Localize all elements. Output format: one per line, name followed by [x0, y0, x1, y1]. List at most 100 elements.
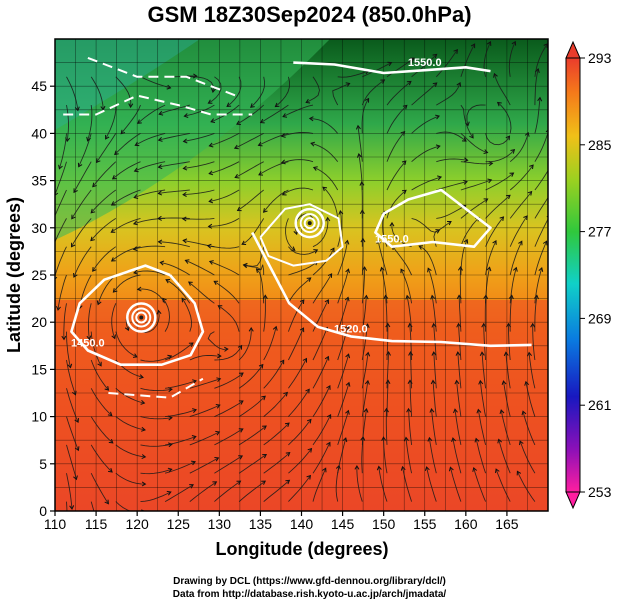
cyclone-ring — [294, 207, 325, 239]
streamline — [214, 372, 244, 389]
streamline — [158, 241, 190, 248]
streamline — [263, 479, 290, 502]
streamline — [337, 269, 349, 304]
streamline — [140, 468, 172, 475]
streamline — [105, 105, 117, 140]
wind-arrow — [493, 72, 498, 78]
streamline — [534, 68, 539, 106]
wind-arrow — [476, 408, 482, 414]
wind-arrow — [483, 149, 489, 154]
wind-arrow — [258, 363, 264, 369]
wind-arrow — [134, 141, 140, 147]
streamline — [160, 261, 191, 276]
wind-arrow — [344, 324, 350, 330]
wind-arrow — [281, 191, 287, 196]
wind-arrow — [344, 296, 350, 302]
streamline — [287, 299, 305, 332]
wind-arrow — [324, 355, 330, 361]
streamline — [90, 501, 95, 511]
streamline — [406, 295, 413, 332]
streamline — [164, 461, 196, 474]
x-tick-label: 135 — [249, 516, 273, 532]
streamline — [237, 189, 264, 211]
streamline — [90, 189, 117, 214]
wind-arrow — [257, 141, 263, 147]
streamline — [312, 248, 335, 276]
streamline — [158, 161, 190, 168]
streamline — [377, 240, 388, 276]
streamline — [357, 125, 363, 162]
streamline — [55, 218, 67, 243]
y-tick-label: 40 — [31, 125, 47, 141]
wind-arrow — [437, 175, 443, 181]
wind-arrow — [86, 335, 92, 341]
wind-arrow — [406, 80, 412, 86]
wind-arrow — [74, 418, 79, 423]
streamline — [337, 210, 342, 247]
wind-arrow — [356, 153, 362, 158]
wind-arrow — [474, 437, 480, 443]
streamline — [184, 104, 215, 117]
wind-arrow — [364, 97, 370, 103]
streamline — [509, 267, 517, 304]
streamline — [140, 491, 171, 503]
streamline — [208, 76, 222, 104]
wind-arrow — [213, 280, 219, 286]
wind-arrow — [470, 43, 476, 49]
wind-arrow — [215, 430, 221, 436]
wind-arrow — [157, 215, 162, 221]
streamline — [263, 360, 285, 389]
wind-arrow — [208, 260, 214, 265]
wind-arrow — [207, 99, 213, 104]
streamline — [189, 481, 217, 502]
colorbar-max-arrow — [565, 40, 581, 59]
streamline — [92, 161, 117, 187]
wind-arrow — [310, 141, 316, 147]
streamline — [436, 181, 468, 191]
streamline — [337, 70, 369, 78]
colorbar: 293 285 277 269 261 253 — [565, 40, 612, 510]
wind-arrow — [401, 189, 407, 195]
wind-arrow — [236, 120, 241, 125]
wind-arrow — [136, 286, 142, 292]
wind-arrow — [529, 164, 534, 170]
wind-arrow — [326, 413, 332, 419]
wind-arrow — [501, 380, 507, 385]
streamline — [452, 438, 462, 474]
wind-arrow — [61, 335, 67, 341]
wind-arrow — [141, 481, 147, 487]
wind-arrow — [457, 266, 463, 271]
wind-arrow — [133, 167, 139, 173]
wind-arrow — [302, 357, 307, 363]
wind-arrow — [282, 113, 288, 118]
streamline — [209, 161, 240, 175]
streamline — [115, 444, 146, 458]
streamline — [90, 359, 109, 391]
streamline — [188, 281, 215, 304]
streamline — [361, 352, 369, 389]
streamline — [185, 259, 215, 276]
wind-arrow — [456, 82, 462, 87]
streamline — [312, 327, 328, 361]
streamline — [485, 133, 510, 146]
wind-arrow — [55, 276, 58, 280]
x-tick-label: 155 — [413, 516, 437, 532]
wind-arrow — [217, 305, 223, 310]
streamline — [140, 310, 160, 333]
streamline — [534, 295, 538, 332]
wind-arrow — [495, 468, 500, 474]
streamline — [238, 454, 267, 474]
wind-arrow — [486, 41, 492, 46]
wind-arrow — [214, 457, 220, 462]
y-tick-label: 20 — [31, 314, 47, 330]
streamline — [495, 468, 511, 502]
streamline — [361, 238, 364, 276]
contour-line — [108, 377, 204, 399]
wind-arrow — [448, 466, 454, 472]
streamline — [332, 83, 350, 106]
streamline — [55, 161, 67, 196]
wind-arrow — [234, 173, 240, 179]
wind-arrow — [364, 323, 370, 328]
streamline — [405, 437, 413, 474]
streamline — [241, 218, 265, 245]
